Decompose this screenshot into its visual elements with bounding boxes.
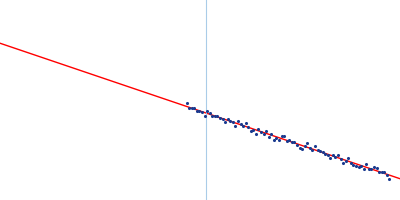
- Point: [381, 170, 388, 174]
- Point: [345, 156, 352, 160]
- Point: [273, 137, 280, 140]
- Point: [281, 134, 287, 138]
- Point: [355, 165, 362, 168]
- Point: [263, 130, 269, 133]
- Point: [253, 133, 259, 136]
- Point: [320, 150, 326, 154]
- Point: [299, 147, 305, 151]
- Point: [376, 170, 382, 174]
- Point: [312, 145, 318, 148]
- Point: [348, 161, 354, 164]
- Point: [202, 114, 208, 118]
- Point: [237, 123, 244, 126]
- Point: [260, 132, 267, 136]
- Point: [378, 170, 385, 173]
- Point: [248, 129, 254, 133]
- Point: [317, 150, 323, 153]
- Point: [278, 134, 285, 137]
- Point: [209, 115, 216, 118]
- Point: [309, 148, 316, 152]
- Point: [324, 153, 331, 156]
- Point: [222, 121, 228, 124]
- Point: [386, 177, 392, 180]
- Point: [337, 158, 344, 161]
- Point: [330, 153, 336, 157]
- Point: [219, 117, 226, 121]
- Point: [304, 141, 310, 145]
- Point: [258, 131, 264, 134]
- Point: [289, 141, 295, 144]
- Point: [286, 138, 292, 141]
- Point: [196, 109, 203, 112]
- Point: [284, 139, 290, 143]
- Point: [307, 146, 313, 149]
- Point: [186, 107, 192, 110]
- Point: [327, 156, 334, 159]
- Point: [217, 117, 223, 120]
- Point: [276, 138, 282, 142]
- Point: [350, 163, 357, 166]
- Point: [322, 152, 328, 155]
- Point: [314, 149, 321, 152]
- Point: [255, 127, 262, 130]
- Point: [227, 119, 234, 123]
- Point: [294, 144, 300, 147]
- Point: [266, 136, 272, 139]
- Point: [342, 159, 349, 162]
- Point: [232, 124, 239, 128]
- Point: [235, 119, 241, 122]
- Point: [302, 144, 308, 147]
- Point: [371, 165, 377, 169]
- Point: [340, 162, 346, 165]
- Point: [373, 166, 380, 169]
- Point: [366, 167, 372, 170]
- Point: [250, 128, 256, 131]
- Point: [358, 165, 364, 168]
- Point: [206, 112, 213, 115]
- Point: [199, 110, 205, 113]
- Point: [214, 114, 221, 118]
- Point: [191, 107, 198, 110]
- Point: [332, 155, 339, 159]
- Point: [335, 154, 341, 157]
- Point: [291, 140, 298, 143]
- Point: [360, 167, 367, 170]
- Point: [194, 110, 200, 113]
- Point: [271, 138, 277, 142]
- Point: [224, 118, 231, 121]
- Point: [212, 115, 218, 118]
- Point: [296, 146, 303, 150]
- Point: [245, 126, 252, 129]
- Point: [240, 125, 246, 128]
- Point: [204, 110, 210, 113]
- Point: [184, 102, 190, 105]
- Point: [384, 173, 390, 176]
- Point: [368, 167, 374, 170]
- Point: [188, 107, 195, 110]
- Point: [230, 120, 236, 123]
- Point: [242, 121, 249, 124]
- Point: [363, 163, 370, 166]
- Point: [268, 132, 274, 136]
- Point: [353, 165, 359, 168]
